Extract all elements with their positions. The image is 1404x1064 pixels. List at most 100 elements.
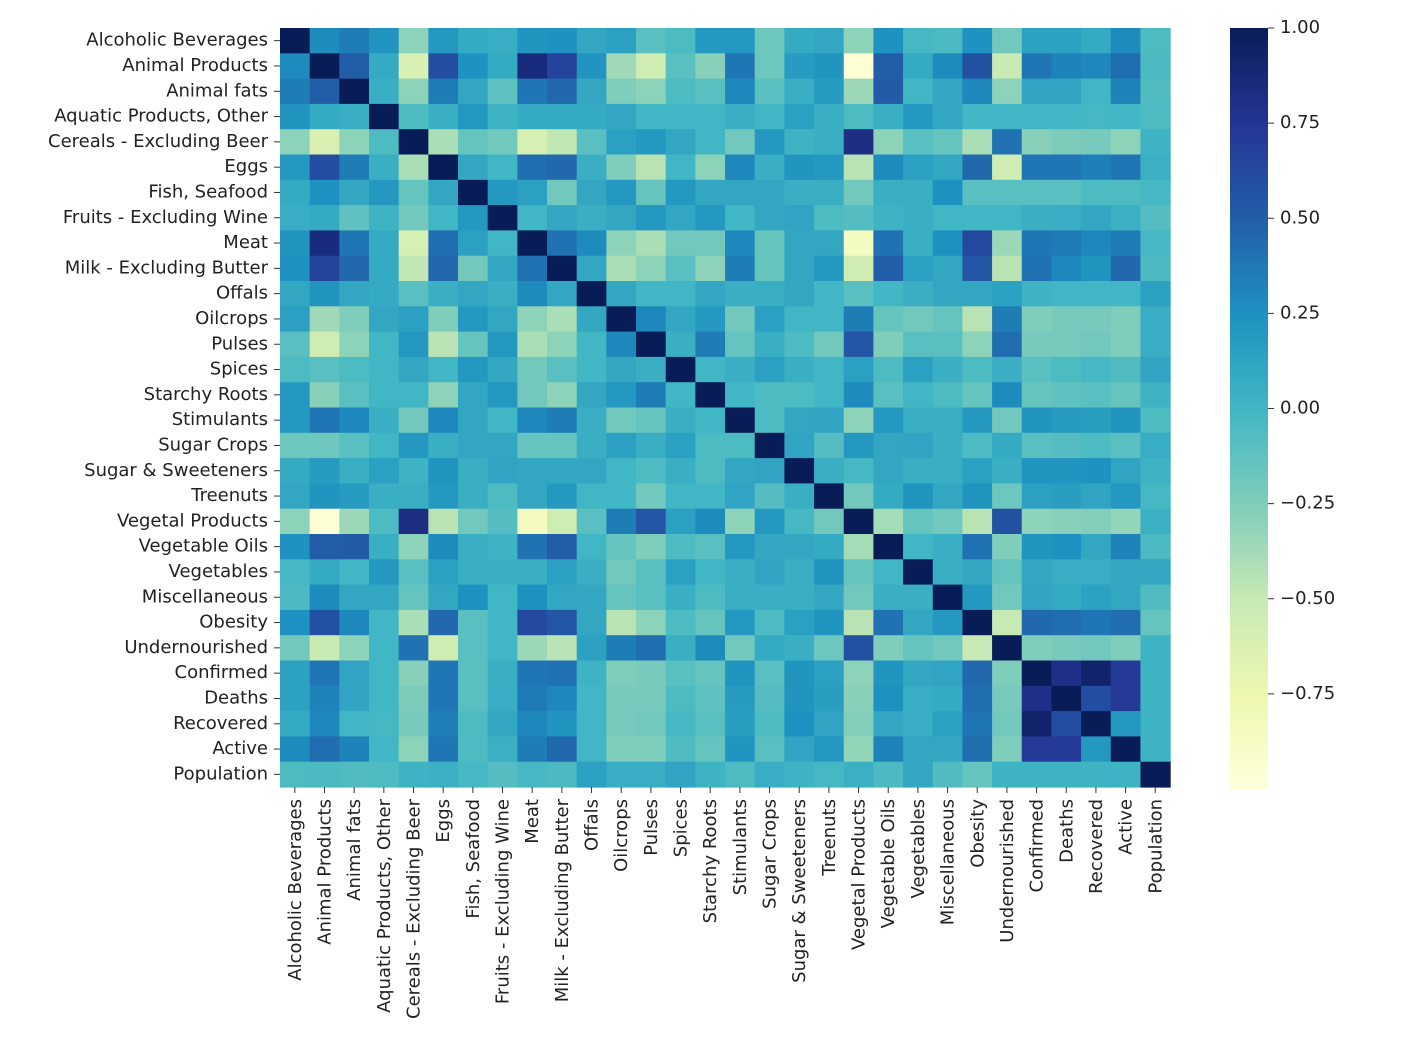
heatmap-cell <box>665 483 696 510</box>
heatmap-cell <box>754 660 785 687</box>
heatmap-cell <box>369 382 400 409</box>
heatmap-cell <box>665 255 696 282</box>
heatmap-cell <box>873 129 904 156</box>
heatmap-cell <box>903 635 934 662</box>
heatmap-cell <box>428 736 459 763</box>
heatmap-cell <box>754 711 785 737</box>
heatmap-cell <box>814 711 845 737</box>
column-labels: Alcoholic Beverages Animal Products Animal… <box>285 787 1166 1019</box>
heatmap-cell <box>665 432 696 459</box>
heatmap-cell <box>309 255 340 282</box>
heatmap-cell <box>873 660 904 687</box>
heatmap-cell <box>458 685 489 712</box>
heatmap-cell <box>665 559 696 586</box>
heatmap-cell <box>606 28 637 54</box>
heatmap-cell <box>547 205 578 231</box>
heatmap-cell <box>458 559 489 586</box>
heatmap-cell <box>932 154 964 181</box>
heatmap-cell <box>695 736 726 763</box>
heatmap-cell <box>992 761 1023 788</box>
colorbar-tick-label: −0.75 <box>1280 683 1335 704</box>
heatmap-cell <box>1140 154 1171 181</box>
heatmap-cell <box>665 458 696 484</box>
heatmap-cell <box>784 154 815 181</box>
heatmap-cell <box>606 534 637 560</box>
heatmap-cell <box>606 761 637 788</box>
heatmap-cell <box>428 382 459 409</box>
heatmap-cell <box>369 356 400 383</box>
heatmap-cell <box>428 78 459 105</box>
heatmap-cell <box>458 154 489 181</box>
heatmap-cell <box>458 382 489 409</box>
heatmap-cell <box>309 609 340 636</box>
heatmap-cell <box>903 53 934 80</box>
row-label: Sugar & Sweeteners <box>84 460 268 481</box>
heatmap-cell <box>725 28 756 54</box>
heatmap-cell <box>369 508 400 535</box>
heatmap-cell <box>398 483 429 510</box>
column-label: Starchy Roots <box>700 799 721 923</box>
heatmap-cell <box>992 635 1023 662</box>
heatmap-cell <box>784 761 815 788</box>
heatmap-cell <box>1021 432 1053 459</box>
heatmap-cell <box>1051 761 1082 788</box>
heatmap-cell <box>576 205 607 231</box>
heatmap-cell <box>992 179 1023 206</box>
heatmap-cell <box>992 331 1023 358</box>
heatmap-cell <box>932 711 964 737</box>
heatmap-cell <box>1081 711 1112 737</box>
heatmap-cell <box>1051 281 1082 307</box>
heatmap-cell <box>1110 103 1142 130</box>
heatmap-cell <box>339 103 370 130</box>
heatmap-cell <box>814 761 845 788</box>
heatmap-cell <box>695 559 726 586</box>
heatmap-cell <box>517 53 548 80</box>
column-label: Cereals - Excluding Beer <box>404 798 425 1019</box>
heatmap-cell <box>992 432 1023 459</box>
heatmap-cell <box>1140 559 1171 586</box>
heatmap-cell <box>843 508 874 535</box>
heatmap-cell <box>1081 356 1112 383</box>
heatmap-cell <box>636 736 667 763</box>
row-label: Animal fats <box>166 80 268 101</box>
heatmap-cell <box>606 154 637 181</box>
heatmap-cell <box>962 129 993 156</box>
heatmap-cell <box>606 356 637 383</box>
heatmap-cell <box>932 103 964 130</box>
column-label: Eggs <box>433 799 454 843</box>
heatmap-cell <box>309 179 340 206</box>
heatmap-cell <box>814 508 845 535</box>
heatmap-cell <box>754 382 785 409</box>
heatmap-cell <box>754 458 785 484</box>
heatmap-cell <box>1110 508 1142 535</box>
heatmap-cell <box>962 660 993 687</box>
heatmap-cell <box>636 103 667 130</box>
heatmap-cell <box>547 28 578 54</box>
heatmap-cell <box>754 407 785 434</box>
heatmap-cell <box>873 407 904 434</box>
heatmap-cell <box>1021 685 1053 712</box>
heatmap-cell <box>458 179 489 206</box>
heatmap-cell <box>1021 129 1053 156</box>
heatmap-cell <box>398 635 429 662</box>
heatmap-cell <box>665 205 696 231</box>
heatmap-cell <box>576 508 607 535</box>
heatmap-cell <box>517 179 548 206</box>
heatmap-cell <box>1051 255 1082 282</box>
row-label: Vegetables <box>169 561 268 582</box>
heatmap-cell <box>873 736 904 763</box>
heatmap-cell <box>309 458 340 484</box>
row-label: Starchy Roots <box>144 384 268 405</box>
heatmap-cell <box>369 609 400 636</box>
heatmap-cell <box>784 78 815 105</box>
heatmap-cell <box>873 103 904 130</box>
heatmap-cell <box>992 508 1023 535</box>
heatmap-cell <box>576 356 607 383</box>
heatmap-cell <box>725 508 756 535</box>
heatmap-cell <box>1081 154 1112 181</box>
row-label: Miscellaneous <box>142 586 268 607</box>
heatmap-cell <box>992 78 1023 105</box>
heatmap-cell <box>1051 534 1082 560</box>
heatmap-cell <box>517 711 548 737</box>
heatmap-cell <box>636 407 667 434</box>
